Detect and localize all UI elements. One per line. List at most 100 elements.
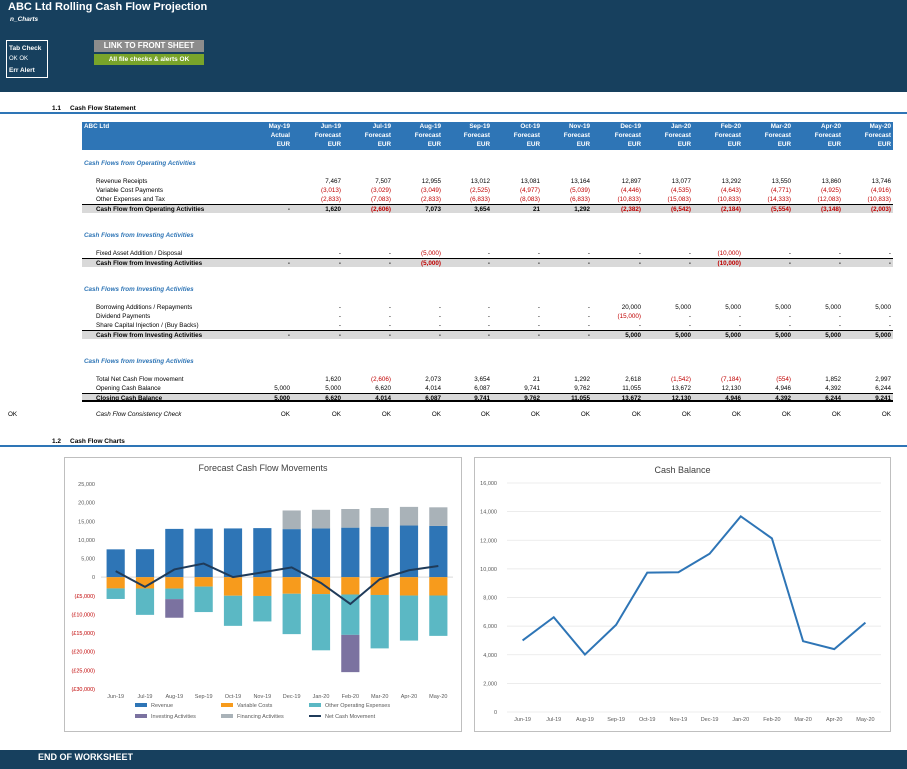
table-cell: - <box>788 322 791 329</box>
section-label: Cash Flow Statement <box>70 105 136 112</box>
x-tick-label: Aug-19 <box>165 694 183 700</box>
bar-variable-costs <box>341 577 360 595</box>
table-cell: Nov-19 <box>569 123 590 130</box>
alerts-status-badge: All file checks & alerts OK <box>94 54 204 65</box>
table-cell: (7,184) <box>721 376 741 383</box>
table-cell: EUR <box>377 141 391 148</box>
table-cell: OK <box>381 411 391 418</box>
table-cell: Jun-19 <box>320 123 341 130</box>
table-cell: 13,292 <box>721 178 741 185</box>
end-of-worksheet-label: END OF WORKSHEET <box>38 752 134 762</box>
table-cell: 21 <box>532 206 540 213</box>
err-alert-label: Err Alert <box>9 67 35 74</box>
section-title: Cash Flows from Investing Activities <box>84 286 194 293</box>
table-cell: 6,244 <box>875 385 891 392</box>
table-cell: 6,244 <box>825 395 841 402</box>
x-tick-label: May-20 <box>429 694 447 700</box>
table-cell: 20,000 <box>621 304 641 311</box>
y-tick-label: 5,000 <box>81 557 95 563</box>
section-title: Cash Flows from Investing Activities <box>84 232 194 239</box>
table-cell: - <box>587 313 590 320</box>
table-cell: EUR <box>327 141 341 148</box>
table-cell: OK <box>881 411 891 418</box>
x-tick-label: Feb-20 <box>763 717 780 723</box>
table-cell: OK <box>681 411 691 418</box>
row-label: Cash Flow Consistency Check <box>96 411 182 418</box>
bar-financing <box>341 509 360 528</box>
bar-revenue <box>282 529 301 578</box>
bar-other-expenses <box>311 594 331 651</box>
table-cell: - <box>537 332 540 339</box>
legend-label: Revenue <box>151 703 173 709</box>
y-tick-label: 6,000 <box>483 624 497 630</box>
page-subtitle: n_Charts <box>10 16 39 23</box>
section-cash-flow-charts: 1.2 Cash Flow Charts <box>0 437 907 447</box>
bar-revenue <box>399 525 419 578</box>
y-tick-label: (£10,000) <box>71 612 95 618</box>
table-cell: 13,672 <box>671 385 691 392</box>
bar-financing <box>429 507 448 526</box>
x-tick-label: Jun-19 <box>107 694 124 700</box>
link-to-front-sheet-button[interactable]: LINK TO FRONT SHEET <box>94 40 204 52</box>
table-cell: 6,620 <box>325 395 341 402</box>
table-cell: 5,000 <box>325 385 341 392</box>
table-cell: 2,073 <box>425 376 441 383</box>
table-row: Cash Flow from Operating Activities - 1,62… <box>82 204 893 213</box>
table-cell: - <box>338 313 341 320</box>
legend-label: Other Operating Expenses <box>325 703 390 709</box>
table-cell: Dec-19 <box>620 123 641 130</box>
table-cell: - <box>587 322 590 329</box>
table-cell: 7,507 <box>375 178 391 185</box>
y-tick-label: 2,000 <box>483 681 497 687</box>
chart-title: Cash Balance <box>654 465 711 475</box>
table-cell: - <box>638 260 641 267</box>
table-row: Opening Cash Balance 5,000 5,000 6,620 4,014… <box>0 384 907 393</box>
table-cell: OK <box>831 411 841 418</box>
table-cell: 5,000 <box>725 332 741 339</box>
x-tick-label: Feb-20 <box>342 694 359 700</box>
legend-swatch <box>135 714 147 718</box>
row-label: Share Capital Injection / (Buy Backs) <box>96 322 199 329</box>
y-tick-label: (£20,000) <box>71 650 95 656</box>
table-row: Revenue Receipts 7,467 7,507 12,955 13,012 13… <box>0 177 907 186</box>
table-cell: May-19 <box>268 123 290 130</box>
table-cell: (3,049) <box>421 187 441 194</box>
legend-label: Net Cash Movement <box>325 714 376 720</box>
y-tick-label: (£5,000) <box>75 594 96 600</box>
table-cell: 5,000 <box>825 304 841 311</box>
bar-revenue <box>165 528 184 578</box>
bar-financing <box>370 508 389 527</box>
table-row: Other Expenses and Tax (2,833) (7,083) (2,8… <box>0 195 907 204</box>
company-name: ABC Ltd <box>84 123 110 130</box>
bar-revenue <box>341 527 360 578</box>
table-cell: - <box>487 313 490 320</box>
table-cell: 12,130 <box>671 395 691 402</box>
table-row: Variable Cost Payments (3,013) (3,029) (3,0… <box>0 186 907 195</box>
table-cell: - <box>487 332 490 339</box>
table-cell: EUR <box>576 141 590 148</box>
bar-other-expenses <box>135 588 155 615</box>
table-cell: - <box>338 332 341 339</box>
table-cell: 5,000 <box>675 332 691 339</box>
bar-variable-costs <box>223 577 243 596</box>
bar-variable-costs <box>135 577 155 589</box>
table-cell: - <box>587 260 590 267</box>
net-cash-movement-line <box>115 562 439 606</box>
table-cell: 12,130 <box>721 385 741 392</box>
section-label: Cash Flow Charts <box>70 438 125 445</box>
table-cell: - <box>338 260 341 267</box>
legend-swatch <box>221 714 233 718</box>
table-cell: (2,525) <box>470 187 490 194</box>
y-tick-label: 25,000 <box>78 482 95 488</box>
table-cell: EUR <box>476 141 490 148</box>
y-tick-label: (£30,000) <box>71 687 95 693</box>
bar-other-expenses <box>223 595 243 626</box>
table-cell: (554) <box>776 376 791 383</box>
table-cell: OK <box>731 411 741 418</box>
bar-revenue <box>370 526 389 578</box>
bar-revenue <box>106 549 125 578</box>
table-cell: EUR <box>276 141 290 148</box>
tab-check-box: Tab Check OK OK Err Alert <box>6 40 48 78</box>
section-number: 1.2 <box>52 438 62 445</box>
table-cell: 13,746 <box>871 178 891 185</box>
